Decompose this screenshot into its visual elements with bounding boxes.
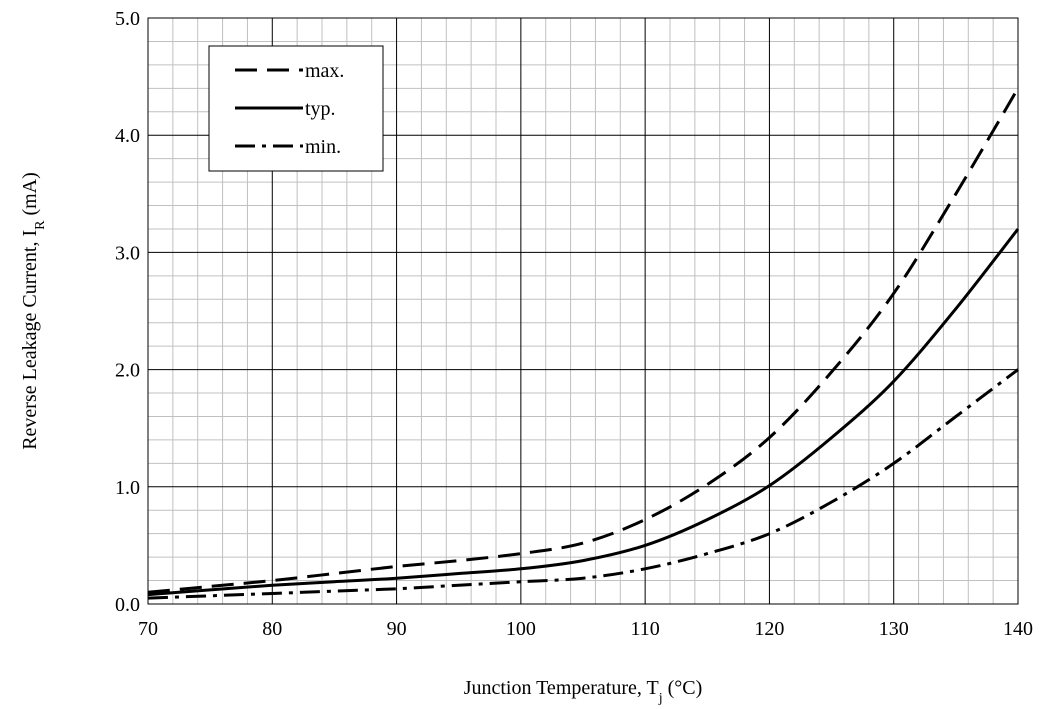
y-tick-label: 5.0 [115,8,140,30]
series-line-max [147,87,1020,594]
legend-label-typ: typ. [305,98,336,120]
legend-label-max: max. [305,60,344,82]
y-tick-label: 0.0 [115,594,140,616]
y-axis-label-unit: (mA) [19,172,41,220]
y-axis-label-sub: R [33,220,48,230]
x-tick-label: 80 [262,618,282,640]
x-axis-label-main: Junction Temperature, T [464,677,659,699]
y-axis-label-main: Reverse Leakage Current, I [19,230,41,450]
y-tick-labels: 0.0 1.0 2.0 3.0 4.0 5.0 [115,8,140,616]
x-tick-label: 100 [506,618,536,640]
legend: max. typ. min. [208,45,384,172]
x-tick-label: 110 [631,618,660,640]
y-tick-label: 2.0 [115,360,140,382]
x-tick-label: 130 [879,618,909,640]
x-tick-label: 120 [754,618,784,640]
y-axis-label: Reverse Leakage Current, IR (mA) [19,172,48,450]
y-tick-label: 1.0 [115,477,140,499]
y-tick-label: 3.0 [115,242,140,264]
series-group [147,87,1020,600]
legend-label-min: min. [305,136,341,158]
x-axis-label: Junction Temperature, Tj (°C) [464,677,703,706]
series-line-min [147,368,1019,600]
x-tick-label: 90 [387,618,407,640]
x-axis-label-sub: j [658,691,663,706]
plot-frame [147,17,1019,605]
series-line-typ [147,228,1020,597]
x-tick-label: 140 [1003,618,1033,640]
x-axis-label-unit: (°C) [663,677,703,699]
y-tick-label: 4.0 [115,125,140,147]
x-tick-labels: 70 80 90 100 110 120 130 140 [138,618,1033,640]
x-tick-label: 70 [138,618,158,640]
